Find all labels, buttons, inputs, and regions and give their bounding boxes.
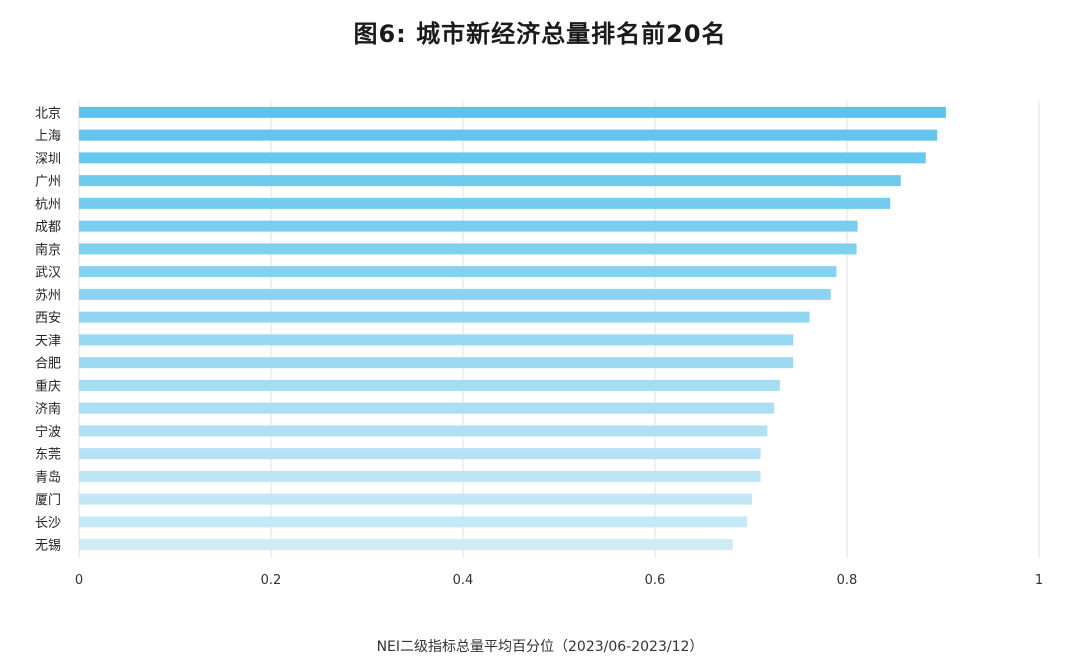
bar [79,129,938,141]
bar [79,106,946,118]
bar [79,425,768,437]
category-label: 苏州 [35,287,61,303]
bar [79,220,858,232]
x-tick-label: 0 [75,573,83,588]
category-label: 上海 [35,129,61,144]
category-label: 西安 [35,311,61,326]
category-label: 南京 [35,242,61,258]
bar [79,402,775,414]
category-label: 宁波 [35,424,61,440]
category-label: 深圳 [35,152,61,167]
bar [79,197,891,209]
x-tick-label: 0.6 [645,573,666,588]
grid-lines [78,101,1040,558]
bar [79,516,748,528]
category-label: 杭州 [35,197,61,212]
bar [79,539,733,551]
category-label: 北京 [35,106,61,121]
bar [79,379,780,391]
category-label: 广州 [35,175,61,190]
category-label: 重庆 [35,378,61,394]
category-label: 武汉 [35,266,61,281]
bars [79,106,946,551]
x-tick-labels: 0 0.2 0.4 0.6 0.8 1 [75,573,1043,588]
bar [79,175,901,187]
x-axis-label: NEI二级指标总量平均百分位（2023/06-2023/12） [376,639,704,655]
category-label: 天津 [35,334,61,349]
bar [79,334,794,346]
chart-title: 图6: 城市新经济总量排名前20名 [353,20,727,48]
bar [79,288,831,300]
category-label: 东莞 [35,448,61,463]
category-label: 厦门 [35,493,61,508]
bar [79,243,857,255]
category-label: 青岛 [35,469,61,485]
x-tick-label: 0.8 [837,573,858,588]
category-label: 无锡 [35,539,61,554]
bar [79,357,794,369]
bar [79,448,761,460]
x-tick-label: 0.4 [453,573,474,588]
x-tick-label: 0.2 [261,573,282,588]
bar-chart: 北京上海深圳广州杭州成都南京武汉苏州西安天津合肥重庆济南宁波东莞青岛厦门长沙无锡… [35,101,1043,588]
bar [79,311,810,323]
bar [79,493,752,505]
bar [79,470,761,482]
bar [79,266,837,278]
x-tick-label: 1 [1035,573,1043,588]
category-label: 合肥 [35,357,61,372]
category-label: 长沙 [35,516,61,531]
bar [79,152,926,164]
category-label: 成都 [35,220,61,235]
category-label: 济南 [35,401,61,417]
